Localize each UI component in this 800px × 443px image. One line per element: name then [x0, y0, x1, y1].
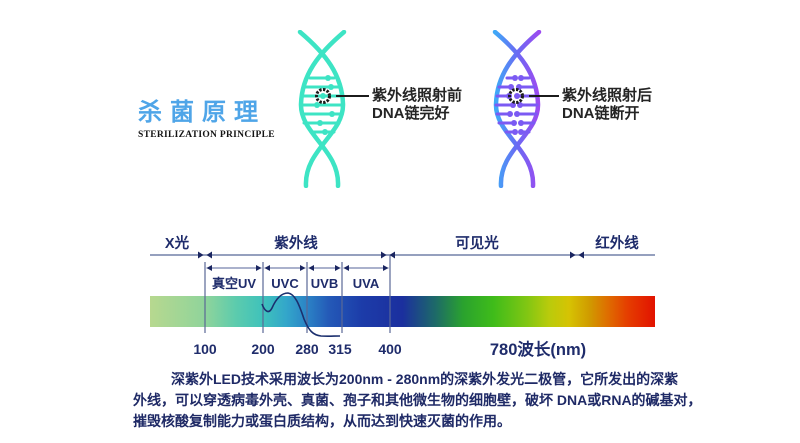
band-label-xray: X光 — [165, 234, 190, 252]
tick-280nm: 280 — [295, 341, 319, 357]
dna-before-label: 紫外线照射前 DNA链完好 — [372, 87, 462, 123]
tick-200nm: 200 — [251, 341, 275, 357]
dna-before-label-line1: 紫外线照射前 — [372, 87, 463, 104]
band-label-visible: 可见光 — [455, 234, 499, 252]
page-subtitle: STERILIZATION PRINCIPLE — [138, 130, 275, 140]
dna-strands — [297, 30, 347, 188]
callout-line-before — [336, 95, 369, 97]
uv-band-label-uvc: UVC — [271, 276, 299, 291]
callout-line-after — [529, 95, 559, 97]
title-block: 杀菌原理 STERILIZATION PRINCIPLE — [138, 92, 288, 140]
page-title: 杀菌原理 — [138, 100, 266, 126]
tick-315nm: 315 — [328, 341, 352, 357]
uv-band-label-uva: UVA — [353, 276, 380, 291]
description-paragraph: 深紫外LED技术采用波长为200nm - 280nm的深紫外发光二极管，它所发出… — [133, 369, 702, 432]
dna-broken-illustration — [492, 30, 542, 188]
tick-780nm-unit: 780波长(nm) — [490, 339, 586, 359]
paragraph-line-3: 摧毁核酸复制能力或蛋白质结构，从而达到快速灭菌的作用。 — [133, 413, 511, 429]
tick-400nm: 400 — [378, 341, 402, 357]
dna-after-label: 紫外线照射后 DNA链断开 — [562, 87, 652, 123]
wavelength-boundary-lines — [204, 255, 391, 333]
uv-band-dimension-arrowheads — [206, 265, 389, 271]
dna-intact-illustration — [297, 30, 347, 188]
dna-base-dots — [314, 75, 335, 135]
spectrum-gradient-bar — [150, 296, 655, 327]
dna-after-label-line2: DNA链断开 — [562, 105, 640, 122]
band-label-uv: 紫外线 — [274, 234, 318, 252]
dna-after-label-line1: 紫外线照射后 — [562, 87, 653, 104]
paragraph-line-2: 外线，可以穿透病毒外壳、真菌、孢子和其他微生物的细胞壁，破坏 DNA或RNA的碱… — [133, 392, 702, 408]
band-label-infrared: 红外线 — [595, 234, 639, 252]
dna-before-label-line2: DNA链完好 — [372, 105, 450, 122]
dna-strands — [492, 30, 542, 188]
axis-boundary-markers — [198, 251, 584, 259]
tick-100nm: 100 — [193, 341, 217, 357]
uv-band-label-vacuum: 真空UV — [212, 276, 256, 291]
damage-point-marker — [315, 88, 331, 104]
paragraph-line-1: 深紫外LED技术采用波长为200nm - 280nm的深紫外发光二极管，它所发出… — [171, 371, 679, 387]
dna-base-dots — [506, 75, 524, 135]
uv-band-label-uvb: UVB — [311, 276, 338, 291]
damage-point-marker — [508, 88, 524, 104]
wavelength-spectrum-diagram: X光 紫外线 可见光 红外线 — [150, 234, 655, 359]
uvc-emission-curve — [261, 292, 341, 338]
